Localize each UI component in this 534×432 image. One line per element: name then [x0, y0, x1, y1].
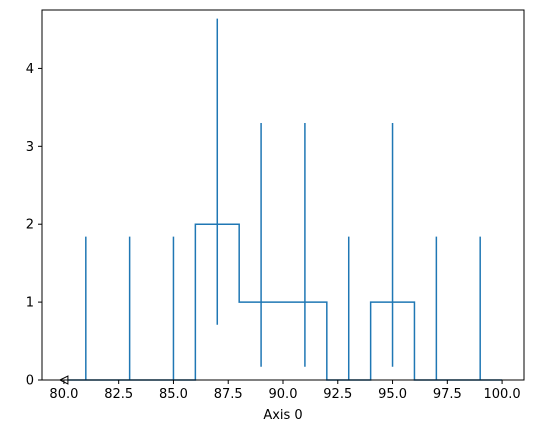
x-axis: 80.0 82.5 85.0 87.5 90.0 92.5 95.0 97.5 100.0 — [49, 380, 521, 402]
x-tick-label-8: 100.0 — [483, 387, 520, 402]
y-tick-label-2: 2 — [26, 218, 34, 233]
x-tick-label-5: 92.5 — [323, 387, 352, 402]
y-tick-label-3: 3 — [26, 140, 34, 155]
y-axis: 0 1 2 3 4 — [26, 62, 42, 389]
x-tick-label-2: 85.0 — [159, 387, 188, 402]
y-tick-label-1: 1 — [26, 296, 34, 311]
y-tick-label-0: 0 — [26, 374, 34, 389]
x-tick-label-4: 90.0 — [269, 387, 298, 402]
x-axis-label: Axis 0 — [263, 408, 302, 423]
x-tick-label-3: 87.5 — [214, 387, 243, 402]
axes-frame — [41, 9, 525, 381]
x-tick-label-6: 95.0 — [378, 387, 407, 402]
plot-area — [58, 18, 503, 385]
y-tick-label-4: 4 — [26, 62, 34, 77]
x-tick-label-0: 80.0 — [49, 387, 78, 402]
x-tick-label-1: 82.5 — [104, 387, 133, 402]
x-tick-label-7: 97.5 — [433, 387, 462, 402]
